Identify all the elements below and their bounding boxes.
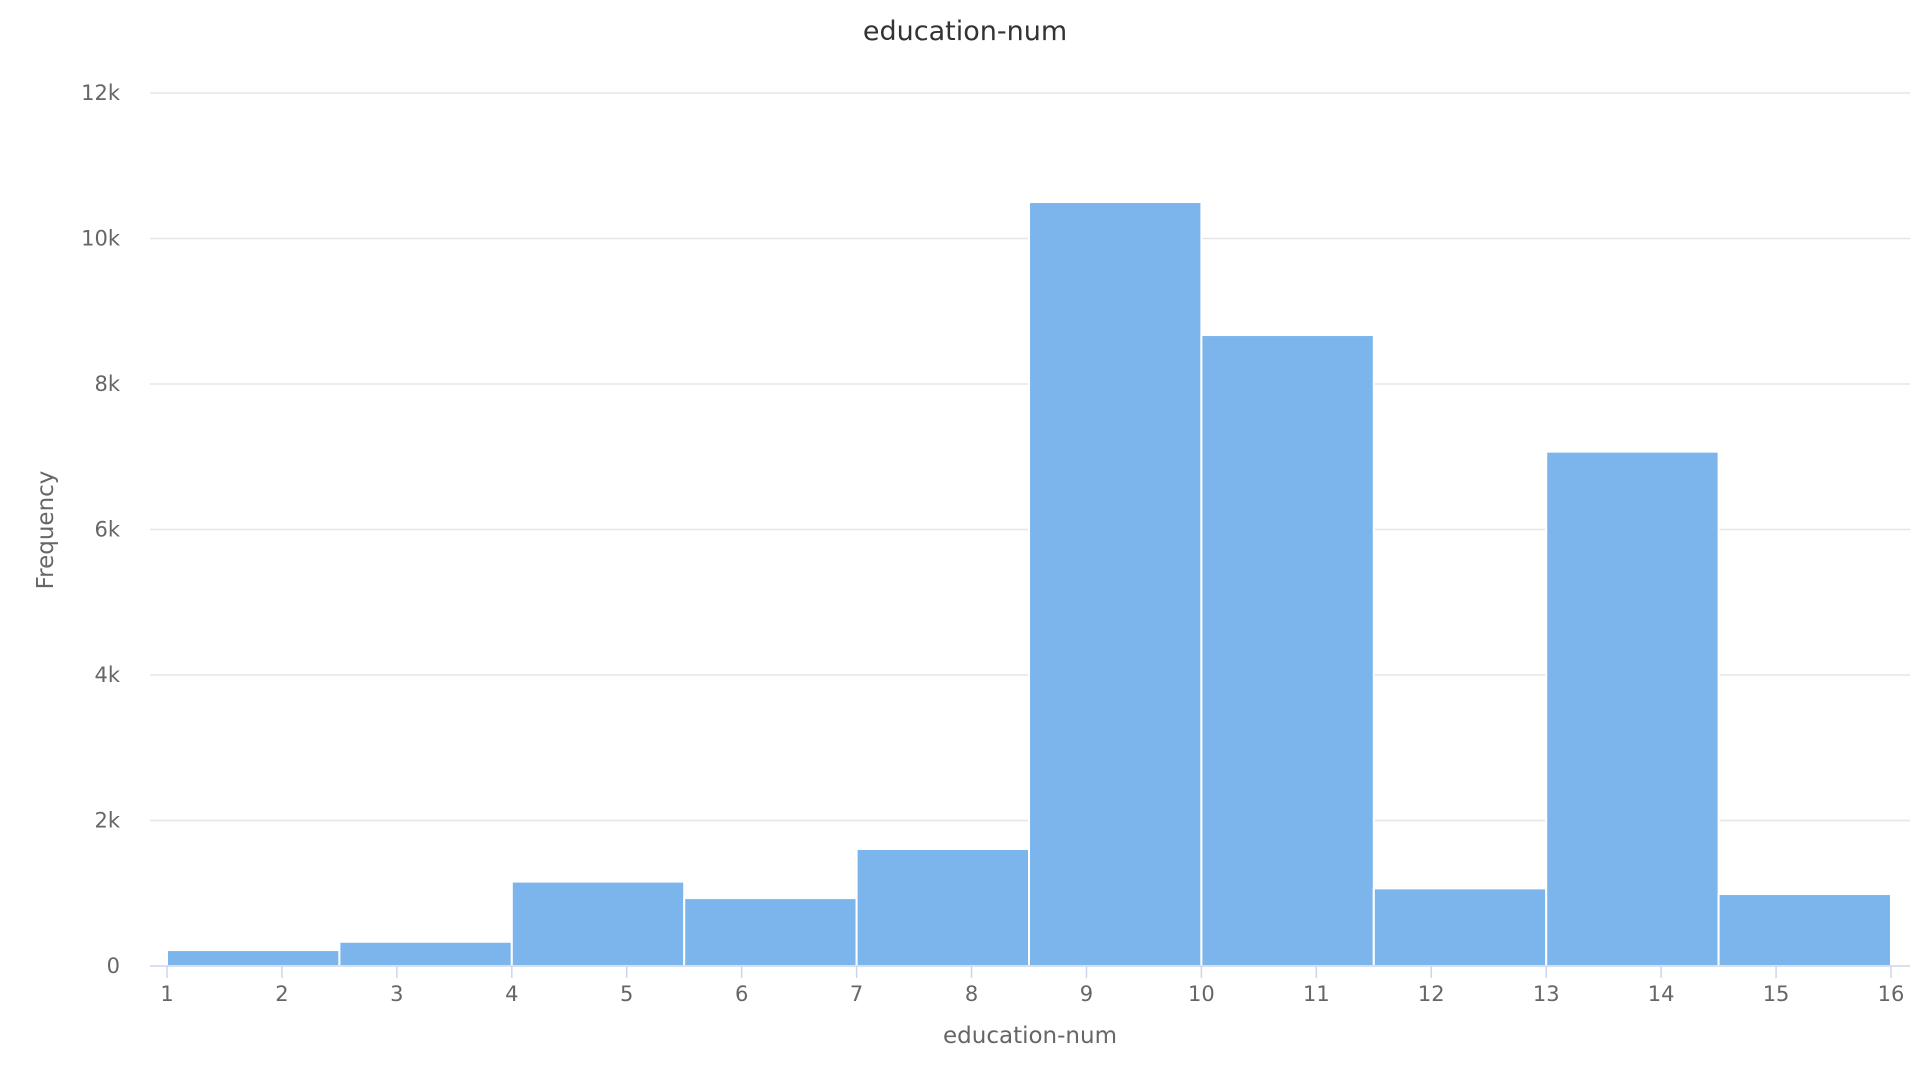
x-tick-label: 11 xyxy=(1303,982,1330,1006)
x-tick-label: 5 xyxy=(620,982,633,1006)
x-tick-label: 10 xyxy=(1188,982,1215,1006)
x-tick-label: 3 xyxy=(390,982,403,1006)
histogram-bar xyxy=(1028,201,1203,967)
x-axis-title: education-num xyxy=(943,1023,1117,1049)
x-axis-ticks: 1 2 3 4 5 6 7 8 9 10 11 12 13 14 15 16 xyxy=(160,966,1904,1006)
histogram-bar xyxy=(855,848,1030,968)
x-tick-label: 13 xyxy=(1533,982,1560,1006)
x-tick-label: 7 xyxy=(850,982,863,1006)
histogram-bar xyxy=(1545,450,1720,968)
x-tick-label: 4 xyxy=(505,982,518,1006)
y-tick-label: 2k xyxy=(94,809,120,833)
histogram-bar xyxy=(510,880,686,967)
histogram-bar xyxy=(338,940,513,967)
x-tick-label: 15 xyxy=(1763,982,1790,1006)
chart-title: education-num xyxy=(863,16,1067,47)
y-tick-label: 12k xyxy=(81,81,121,105)
x-tick-label: 2 xyxy=(275,982,288,1006)
histogram-bar xyxy=(1200,334,1375,967)
histogram-bar xyxy=(166,949,341,967)
x-tick-label: 9 xyxy=(1080,982,1093,1006)
x-tick-label: 8 xyxy=(965,982,978,1006)
y-tick-label: 4k xyxy=(94,663,120,687)
histogram-bar xyxy=(1372,887,1548,967)
y-tick-label: 0 xyxy=(107,954,120,978)
histogram-bar xyxy=(683,897,858,968)
histogram-bars xyxy=(166,201,1892,968)
y-axis-ticks: 0 2k 4k 6k 8k 10k 12k xyxy=(81,81,121,978)
y-tick-label: 8k xyxy=(94,372,120,396)
x-tick-label: 6 xyxy=(735,982,748,1006)
y-tick-label: 6k xyxy=(94,518,120,542)
x-tick-label: 12 xyxy=(1418,982,1445,1006)
y-tick-label: 10k xyxy=(81,227,121,251)
y-axis-title: Frequency xyxy=(33,471,59,590)
x-tick-label: 14 xyxy=(1648,982,1675,1006)
x-tick-label: 16 xyxy=(1878,982,1905,1006)
histogram-bar xyxy=(1717,893,1892,967)
x-tick-label: 1 xyxy=(160,982,173,1006)
